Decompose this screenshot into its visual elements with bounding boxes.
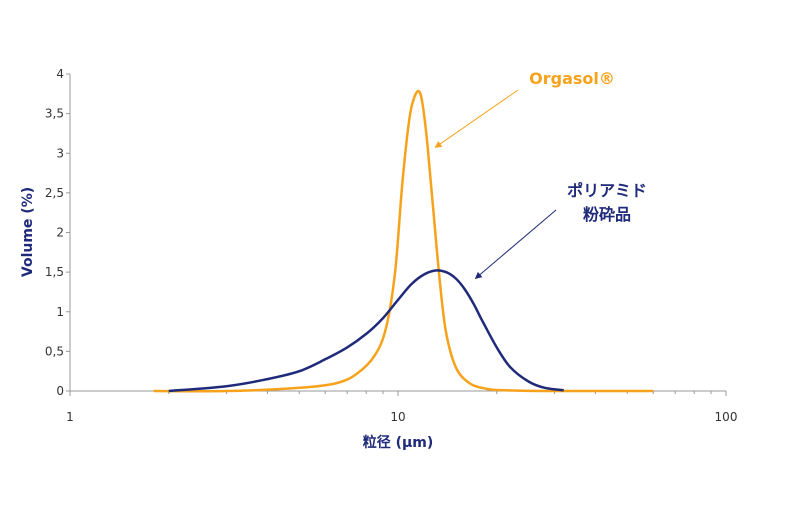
y-axis-ticks: 0 0,5 1 1,5 2 2,5 3 3,5 4 <box>45 67 70 398</box>
y-tick-label: 1 <box>56 305 64 319</box>
annotation-orgasol: Orgasol® <box>529 69 615 88</box>
y-tick-label: 2 <box>56 226 64 240</box>
x-axis-ticks: 1 10 100 <box>66 391 737 424</box>
y-tick-label: 3,5 <box>45 107 64 121</box>
series-line-1 <box>168 269 564 393</box>
y-tick-label: 2,5 <box>45 186 64 200</box>
series-line-0 <box>153 89 654 393</box>
y-tick-label: 3 <box>56 146 64 160</box>
x-tick-label: 100 <box>715 410 738 424</box>
series-layer <box>153 89 654 393</box>
x-tick-label: 10 <box>390 410 405 424</box>
x-tick-label: 1 <box>66 410 74 424</box>
annotation-polyamide-line-1: 粉砕品 <box>583 205 631 224</box>
y-tick-label: 4 <box>56 67 64 81</box>
y-tick-label: 0,5 <box>45 344 64 358</box>
y-tick-label: 1,5 <box>45 265 64 279</box>
annotation-polyamide-line-0: ポリアミド <box>567 181 647 200</box>
x-axis-title: 粒径 (μm) <box>363 434 434 451</box>
y-axis-title: Volume (%) <box>20 187 36 277</box>
annotation-arrow-polyamide <box>474 209 557 279</box>
y-tick-label: 0 <box>56 384 64 398</box>
annotation-arrow-orgasol <box>434 89 519 148</box>
